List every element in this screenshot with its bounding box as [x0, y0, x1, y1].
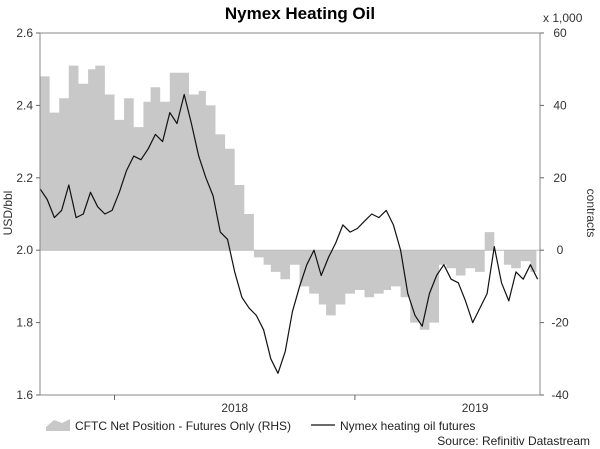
plot-frame	[39, 32, 541, 396]
chart-title: Nymex Heating Oil	[225, 4, 375, 23]
net-position-area-layer	[40, 65, 537, 330]
left-tick-label: 1.8	[16, 316, 33, 330]
left-tick-label: 1.6	[16, 388, 33, 402]
left-tick-label: 2.0	[16, 243, 33, 257]
source-note: Source: Refinitiv Datastream	[437, 434, 590, 448]
right-axis-multiplier: x 1,000	[543, 11, 583, 25]
legend-label-heating-oil: Nymex heating oil futures	[340, 419, 475, 433]
net-position-area	[40, 65, 537, 330]
left-tick-label: 2.2	[16, 171, 33, 185]
legend-swatch-net-position	[46, 419, 70, 431]
plot-area	[39, 32, 541, 396]
right-tick-label: -20	[551, 316, 569, 330]
left-tick-label: 2.6	[16, 26, 33, 40]
legend: CFTC Net Position - Futures Only (RHS) N…	[46, 419, 475, 433]
right-tick-label: 0	[557, 243, 564, 257]
right-tick-label: 60	[553, 26, 567, 40]
left-tick-label: 2.4	[16, 98, 33, 112]
right-axis-label: contracts	[584, 189, 598, 238]
heating-oil-line	[39, 93, 539, 374]
legend-label-net-position: CFTC Net Position - Futures Only (RHS)	[75, 419, 291, 433]
right-tick-label: 40	[553, 98, 567, 112]
heating-oil-line-layer	[39, 93, 539, 374]
right-tick-label: 20	[553, 171, 567, 185]
left-axis: 1.6 1.8 2.0 2.2 2.4 2.6	[16, 26, 40, 402]
right-axis: -40 -20 0 20 40 60	[540, 26, 569, 402]
left-axis-label: USD/bbl	[1, 191, 15, 236]
x-tick-label: 2019	[462, 401, 489, 415]
x-tick-label: 2018	[221, 401, 248, 415]
right-tick-label: -40	[551, 388, 569, 402]
x-axis: 2018 2019	[114, 395, 489, 415]
legend-item-heating-oil: Nymex heating oil futures	[311, 419, 475, 433]
legend-item-net-position: CFTC Net Position - Futures Only (RHS)	[46, 419, 291, 433]
